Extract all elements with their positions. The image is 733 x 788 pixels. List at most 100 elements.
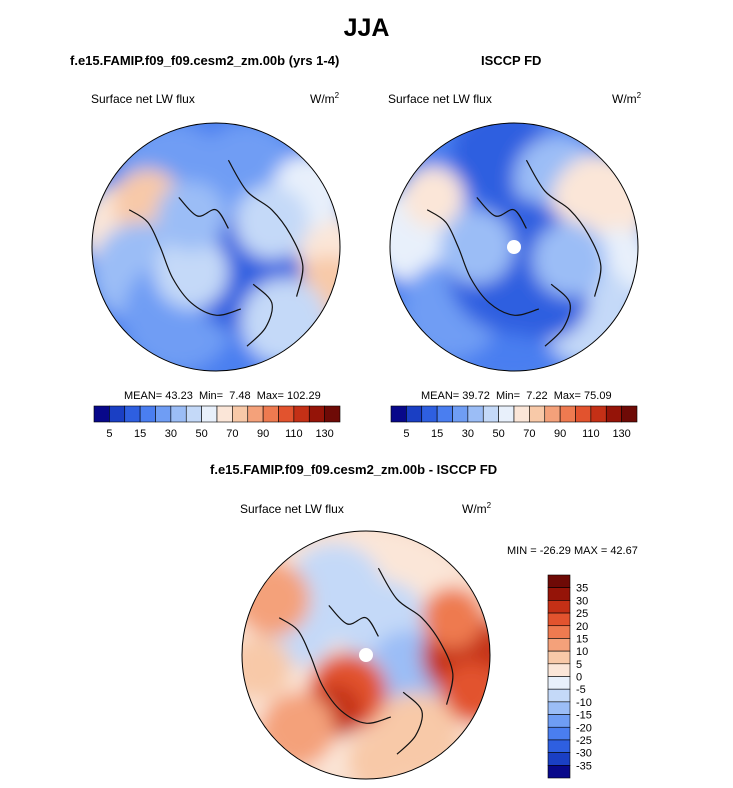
diff-colorbar-swatch bbox=[547, 650, 571, 665]
model-colorbar: 5 15 30 50 70 90 110 130 bbox=[93, 405, 341, 440]
obs-colorbar-swatch bbox=[390, 405, 407, 423]
obs-panel-title: ISCCP FD bbox=[481, 53, 542, 68]
model-colorbar-swatch bbox=[308, 405, 325, 423]
diff-map-border bbox=[241, 530, 491, 780]
diff-colorbar-swatch bbox=[547, 612, 571, 627]
diff-colorbar-swatch bbox=[547, 600, 571, 614]
diff-colorbar-tick-label: -25 bbox=[576, 735, 592, 747]
model-field-region bbox=[154, 234, 229, 309]
diff-colorbar-tick-label: -30 bbox=[576, 748, 592, 760]
model-colorbar-swatch bbox=[324, 405, 341, 423]
obs-coastline bbox=[476, 196, 527, 229]
diff-colorbar-tick-label: -5 bbox=[576, 684, 586, 696]
diff-colorbar-swatch bbox=[547, 676, 571, 690]
obs-colorbar-swatch bbox=[559, 405, 576, 423]
model-colorbar-swatch bbox=[124, 405, 141, 423]
model-stats: MEAN= 43.23 Min= 7.48 Max= 102.29 bbox=[124, 390, 321, 402]
diff-colorbar-tick-label: 15 bbox=[576, 633, 588, 645]
diff-colorbar-swatch bbox=[547, 701, 571, 715]
obs-colorbar-swatch bbox=[467, 405, 484, 423]
obs-colorbar-tick-label: 130 bbox=[612, 428, 630, 440]
obs-map bbox=[389, 122, 639, 372]
obs-colorbar-tick-label: 30 bbox=[462, 428, 474, 440]
obs-colorbar-swatch bbox=[452, 405, 469, 423]
diff-field-region bbox=[421, 586, 484, 649]
obs-colorbar-swatch bbox=[406, 405, 423, 423]
model-coastline bbox=[128, 209, 241, 316]
obs-field-region bbox=[532, 222, 607, 297]
model-colorbar-swatch bbox=[139, 405, 156, 423]
diff-colorbar-swatch bbox=[547, 587, 571, 601]
obs-colorbar-tick-label: 15 bbox=[431, 428, 443, 440]
diff-colorbar-swatch bbox=[547, 638, 571, 652]
model-colorbar-swatch bbox=[185, 405, 202, 423]
model-field-region bbox=[234, 185, 309, 260]
model-panel-title: f.e15.FAMIP.f09_f09.cesm2_zm.00b (yrs 1-… bbox=[70, 53, 340, 68]
obs-colorbar-swatch bbox=[498, 405, 515, 423]
obs-colorbar-swatch bbox=[575, 405, 592, 423]
obs-colorbar-swatch bbox=[590, 405, 607, 423]
obs-colorbar-swatch bbox=[436, 405, 453, 423]
diff-colorbar-swatch bbox=[547, 739, 571, 753]
diff-coastline bbox=[396, 691, 423, 755]
diff-colorbar-swatch bbox=[547, 688, 571, 703]
diff-colorbar-swatch bbox=[547, 726, 571, 741]
diff-colorbar-tick-label: -10 bbox=[576, 697, 592, 709]
obs-colorbar-swatch bbox=[513, 405, 530, 423]
model-colorbar-swatch bbox=[278, 405, 295, 423]
model-colorbar-swatch bbox=[109, 405, 126, 423]
obs-coastline bbox=[426, 209, 539, 316]
diff-coastline bbox=[377, 567, 454, 705]
model-colorbar-tick-label: 90 bbox=[257, 428, 269, 440]
diff-colorbar-tick-label: 30 bbox=[576, 595, 588, 607]
model-colorbar-swatch bbox=[216, 405, 233, 423]
model-colorbar-swatch bbox=[155, 405, 172, 423]
obs-stats: MEAN= 39.72 Min= 7.22 Max= 75.09 bbox=[421, 390, 612, 402]
obs-colorbar-swatch bbox=[421, 405, 438, 423]
model-variable-label: Surface net LW flux bbox=[91, 92, 195, 106]
model-colorbar-swatch bbox=[170, 405, 187, 423]
model-colorbar-swatch bbox=[201, 405, 218, 423]
obs-variable-label: Surface net LW flux bbox=[388, 92, 492, 106]
obs-colorbar: 5 15 30 50 70 90 110 130 bbox=[390, 405, 638, 440]
obs-colorbar-swatch bbox=[482, 405, 499, 423]
model-field-region bbox=[156, 181, 226, 251]
obs-colorbar-swatch bbox=[621, 405, 638, 423]
diff-pole-hole bbox=[359, 648, 373, 662]
obs-coastline bbox=[525, 159, 602, 297]
model-units-label: W/m2 bbox=[310, 91, 340, 106]
diff-minmax: MIN = -26.29 MAX = 42.67 bbox=[507, 545, 638, 557]
model-coastline bbox=[227, 159, 304, 297]
obs-colorbar-tick-label: 90 bbox=[554, 428, 566, 440]
diff-coastline bbox=[278, 617, 391, 724]
obs-colorbar-swatch bbox=[605, 405, 622, 423]
obs-coastline bbox=[544, 283, 571, 347]
obs-map-border bbox=[389, 122, 639, 372]
model-colorbar-tick-label: 5 bbox=[106, 428, 112, 440]
diff-colorbar-tick-label: -35 bbox=[576, 760, 592, 772]
diff-colorbar-swatch bbox=[547, 574, 571, 588]
diff-coastline bbox=[328, 604, 379, 637]
diff-colorbar-tick-label: 25 bbox=[576, 608, 588, 620]
diff-variable-label: Surface net LW flux bbox=[240, 502, 344, 516]
diff-colorbar-swatch bbox=[547, 714, 571, 728]
diff-field-region bbox=[260, 692, 335, 767]
diff-field-region bbox=[242, 636, 292, 699]
obs-colorbar-swatch bbox=[529, 405, 546, 423]
obs-colorbar-tick-label: 110 bbox=[582, 428, 600, 440]
obs-field-region bbox=[402, 166, 465, 229]
model-colorbar-swatch bbox=[93, 405, 110, 423]
diff-colorbar-tick-label: -20 bbox=[576, 722, 592, 734]
obs-colorbar-swatch bbox=[544, 405, 561, 423]
model-colorbar-tick-label: 50 bbox=[196, 428, 208, 440]
obs-colorbar-tick-label: 50 bbox=[493, 428, 505, 440]
model-colorbar-tick-label: 130 bbox=[315, 428, 333, 440]
obs-pole-hole bbox=[507, 240, 521, 254]
diff-colorbar-tick-label: 0 bbox=[576, 672, 582, 684]
diff-colorbar-tick-label: 10 bbox=[576, 646, 588, 658]
diff-units-label: W/m2 bbox=[462, 501, 492, 516]
diff-colorbar-swatch bbox=[547, 663, 571, 677]
model-colorbar-swatch bbox=[262, 405, 279, 423]
model-colorbar-tick-label: 15 bbox=[134, 428, 146, 440]
